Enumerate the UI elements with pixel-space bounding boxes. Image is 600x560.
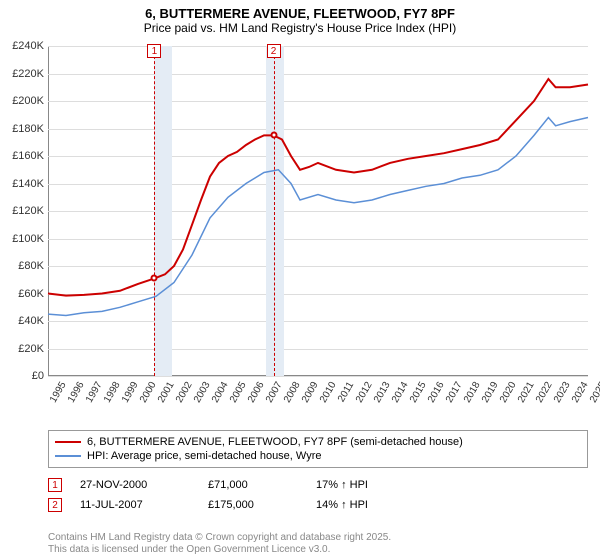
x-axis: 1995199619971998199920002001200220032004… [48, 376, 588, 396]
y-tick-label: £160K [12, 150, 44, 162]
chart: 12 £0£20K£40K£60K£80K£100K£120K£140K£160… [48, 46, 588, 396]
line-layer [48, 46, 588, 376]
event-row: 2 11-JUL-2007 £175,000 14% ↑ HPI [48, 495, 588, 515]
x-tick-label: 2016 [426, 380, 447, 405]
x-tick-label: 2014 [390, 380, 411, 405]
x-tick-label: 2022 [534, 380, 555, 405]
y-tick-label: £60K [18, 288, 44, 300]
x-tick-label: 2018 [462, 380, 483, 405]
event-id-box: 1 [48, 478, 62, 492]
marker-label: 1 [147, 44, 161, 58]
y-tick-label: £100K [12, 233, 44, 245]
x-tick-label: 2012 [354, 380, 375, 405]
x-tick-label: 2015 [408, 380, 429, 405]
x-tick-label: 2004 [210, 380, 231, 405]
x-tick-label: 2017 [444, 380, 465, 405]
y-tick-label: £120K [12, 205, 44, 217]
event-row: 1 27-NOV-2000 £71,000 17% ↑ HPI [48, 475, 588, 495]
x-tick-label: 1998 [102, 380, 123, 405]
event-date: 27-NOV-2000 [80, 479, 190, 491]
x-tick-label: 2025 [588, 380, 600, 405]
legend: 6, BUTTERMERE AVENUE, FLEETWOOD, FY7 8PF… [48, 430, 588, 468]
attribution-line: Contains HM Land Registry data © Crown c… [48, 532, 391, 544]
y-tick-label: £80K [18, 260, 44, 272]
x-tick-label: 2001 [156, 380, 177, 405]
y-tick-label: £240K [12, 40, 44, 52]
x-tick-label: 2011 [336, 380, 356, 404]
event-delta: 17% ↑ HPI [316, 479, 368, 491]
event-price: £71,000 [208, 479, 298, 491]
x-tick-label: 2003 [192, 380, 213, 405]
x-tick-label: 2008 [282, 380, 303, 405]
x-tick-label: 2009 [300, 380, 321, 405]
attribution: Contains HM Land Registry data © Crown c… [48, 532, 391, 556]
marker-dot [151, 275, 158, 282]
y-tick-label: £220K [12, 68, 44, 80]
marker-dot [270, 132, 277, 139]
x-tick-label: 2007 [264, 380, 285, 405]
y-axis: £0£20K£40K£60K£80K£100K£120K£140K£160K£1… [0, 46, 46, 376]
x-tick-label: 1996 [66, 380, 87, 405]
legend-label: 6, BUTTERMERE AVENUE, FLEETWOOD, FY7 8PF… [87, 436, 463, 448]
x-tick-label: 2002 [174, 380, 195, 405]
page-subtitle: Price paid vs. HM Land Registry's House … [0, 21, 600, 39]
x-tick-label: 2006 [246, 380, 267, 405]
plot-area: 12 [48, 46, 588, 376]
x-tick-label: 2019 [480, 380, 501, 405]
x-tick-label: 2005 [228, 380, 249, 405]
y-tick-label: £180K [12, 123, 44, 135]
y-tick-label: £40K [18, 315, 44, 327]
x-tick-label: 2021 [516, 380, 537, 405]
attribution-line: This data is licensed under the Open Gov… [48, 544, 391, 556]
x-tick-label: 2023 [552, 380, 573, 405]
series-line [48, 118, 588, 316]
legend-swatch [55, 441, 81, 443]
x-tick-label: 1995 [48, 380, 69, 405]
x-tick-label: 2000 [138, 380, 159, 405]
legend-item: 6, BUTTERMERE AVENUE, FLEETWOOD, FY7 8PF… [55, 435, 581, 449]
y-tick-label: £20K [18, 343, 44, 355]
y-tick-label: £0 [32, 370, 44, 382]
x-tick-label: 1997 [84, 380, 105, 405]
legend-item: HPI: Average price, semi-detached house,… [55, 449, 581, 463]
legend-swatch [55, 455, 81, 457]
events-table: 1 27-NOV-2000 £71,000 17% ↑ HPI 2 11-JUL-2007… [48, 475, 588, 515]
x-tick-label: 2020 [498, 380, 519, 405]
x-tick-label: 2010 [318, 380, 339, 405]
y-tick-label: £200K [12, 95, 44, 107]
event-price: £175,000 [208, 499, 298, 511]
event-date: 11-JUL-2007 [80, 499, 190, 511]
y-tick-label: £140K [12, 178, 44, 190]
event-delta: 14% ↑ HPI [316, 499, 368, 511]
marker-label: 2 [267, 44, 281, 58]
x-tick-label: 2013 [372, 380, 393, 405]
x-tick-label: 2024 [570, 380, 591, 405]
series-line [48, 79, 588, 296]
x-tick-label: 1999 [120, 380, 141, 405]
page-title: 6, BUTTERMERE AVENUE, FLEETWOOD, FY7 8PF [0, 0, 600, 21]
legend-label: HPI: Average price, semi-detached house,… [87, 450, 321, 462]
event-id-box: 2 [48, 498, 62, 512]
